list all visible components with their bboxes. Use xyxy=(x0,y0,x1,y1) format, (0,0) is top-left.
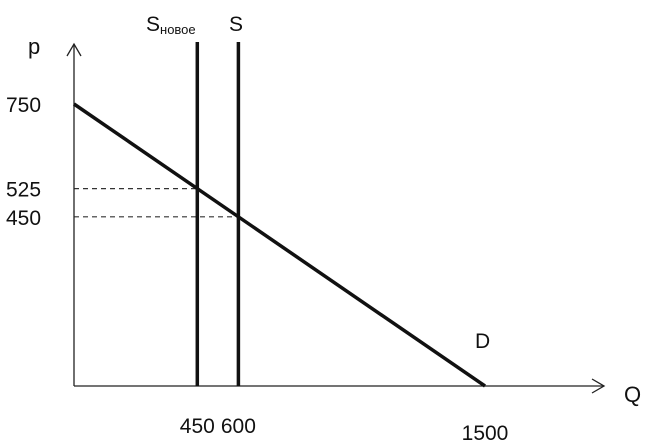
y-tick-label-525: 525 xyxy=(6,179,41,202)
axes xyxy=(66,42,606,394)
curves xyxy=(73,42,486,388)
demand-line xyxy=(73,102,486,388)
y-axis-arrow xyxy=(66,42,82,57)
demand-label: D xyxy=(475,330,490,353)
supply-label: S xyxy=(229,13,243,36)
x-tick-label-1500: 1500 xyxy=(462,422,509,441)
labels: 750 525 450 450 600 1500 p Q D S Sновое xyxy=(6,13,641,441)
guide-lines xyxy=(74,188,239,218)
y-axis-title: p xyxy=(28,34,40,59)
y-tick-label-450: 450 xyxy=(6,207,41,230)
x-axis-title: Q xyxy=(624,382,641,407)
x-axis-arrow xyxy=(591,378,606,394)
x-tick-label-450: 450 xyxy=(180,415,215,438)
supply-new-label: Sновое xyxy=(146,13,196,37)
supply-new-subscript: новое xyxy=(160,22,196,37)
y-tick-label-750: 750 xyxy=(6,94,41,117)
x-tick-label-600: 600 xyxy=(221,415,256,438)
